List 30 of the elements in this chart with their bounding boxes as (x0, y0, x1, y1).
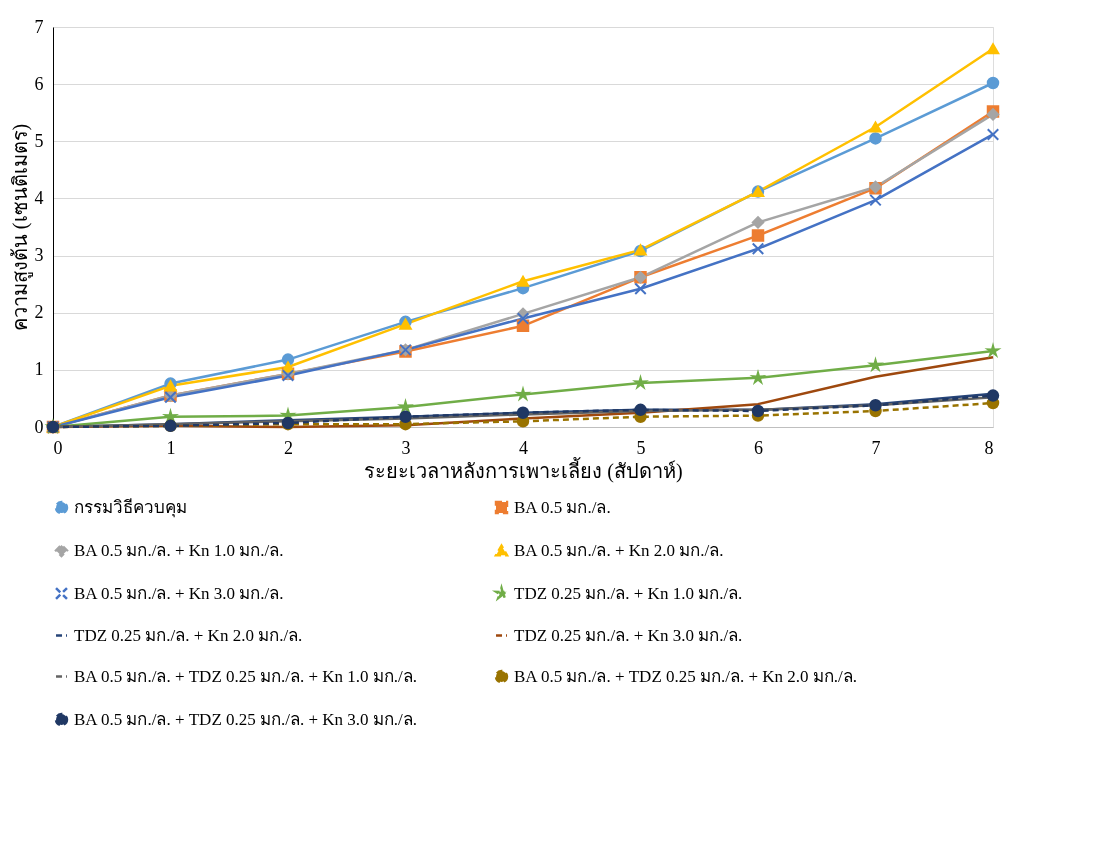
legend-label: BA 0.5 มก./ล. + TDZ 0.25 มก./ล. + Kn 1.0 มก./ล. (74, 666, 418, 686)
x-tick-label: 8 (984, 437, 994, 458)
y-tick-label: 1 (34, 359, 44, 380)
x-axis-title: ระยะเวลาหลังการเพาะเลี้ยง (สัปดาห์) (364, 456, 683, 483)
y-tick-label: 6 (34, 73, 44, 94)
y-tick-label: 4 (34, 187, 44, 208)
legend-label: BA 0.5 มก./ล. + Kn 1.0 มก./ล. (74, 540, 284, 560)
x-tick-label: 5 (636, 437, 646, 458)
legend-label: TDZ 0.25 มก./ล. + Kn 2.0 มก./ล. (74, 625, 303, 645)
legend-label: BA 0.5 มก./ล. + Kn 3.0 มก./ล. (74, 583, 284, 603)
legend-label: BA 0.5 มก./ล. + TDZ 0.25 มก./ล. + Kn 2.0 มก./ล. (514, 666, 858, 686)
y-axis-title: ความสูงต้น (เซนติเมตร) (8, 123, 33, 332)
x-tick-label: 0 (53, 437, 63, 458)
legend-label: TDZ 0.25 มก./ล. + Kn 3.0 มก./ล. (514, 625, 743, 645)
legend-label: BA 0.5 มก./ล. + TDZ 0.25 มก./ล. + Kn 3.0 มก./ล. (74, 709, 418, 729)
legend-label: BA 0.5 มก./ล. + Kn 2.0 มก./ล. (514, 540, 724, 560)
y-tick-label: 3 (34, 245, 44, 266)
x-tick-label: 1 (166, 437, 176, 458)
x-tick-label: 6 (754, 437, 763, 458)
y-tick-label: 7 (34, 16, 44, 37)
y-tick-label: 5 (34, 130, 44, 151)
legend-label: BA 0.5 มก./ล. (514, 497, 611, 517)
x-tick-label: 4 (519, 437, 528, 458)
legend-label: TDZ 0.25 มก./ล. + Kn 1.0 มก./ล. (514, 583, 743, 603)
y-tick-label: 0 (34, 416, 44, 437)
x-tick-label: 7 (871, 437, 881, 458)
x-tick-label: 3 (401, 437, 411, 458)
legend-label: กรรมวิธีควบคุม (74, 497, 187, 518)
x-tick-label: 2 (284, 437, 293, 458)
y-tick-label: 2 (34, 302, 44, 323)
